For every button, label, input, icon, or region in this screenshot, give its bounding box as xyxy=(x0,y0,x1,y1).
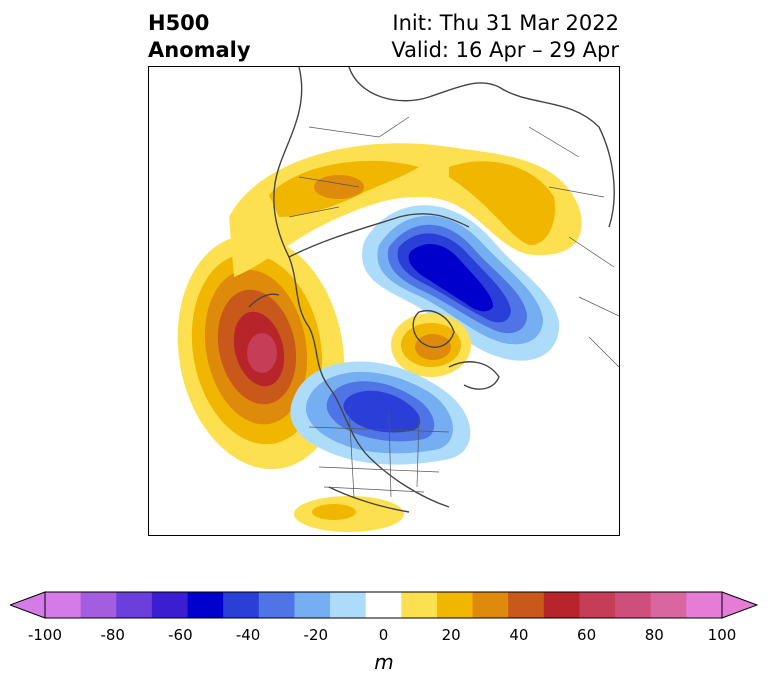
colorbar-tick-label: 60 xyxy=(577,626,597,644)
colorbar-segment xyxy=(615,592,652,618)
colorbar-tick-label: 20 xyxy=(441,626,461,644)
colorbar-extend-low xyxy=(10,591,46,619)
colorbar-segment xyxy=(543,592,580,618)
valid-range: Valid: 16 Apr – 29 Apr xyxy=(391,38,619,62)
colorbar-segment xyxy=(650,592,687,618)
colorbar-tick-label: -100 xyxy=(27,626,63,644)
title-right: Init: Thu 31 Mar 2022 Valid: 16 Apr – 29… xyxy=(391,10,619,64)
colorbar-segment xyxy=(330,592,367,618)
colorbar-segment xyxy=(472,592,509,618)
colorbar-tick-label: 100 xyxy=(707,626,737,644)
arctic-trough xyxy=(362,205,560,361)
map-panel xyxy=(148,66,620,536)
colorbar-segment xyxy=(45,592,82,618)
colorbar-tick-label: -40 xyxy=(235,626,261,644)
colorbar-tick-label: 40 xyxy=(509,626,529,644)
field-title: H500 xyxy=(148,11,210,35)
colorbar-extend-high xyxy=(721,591,758,619)
colorbar-segment xyxy=(258,592,295,618)
colorbar-segment xyxy=(223,592,260,618)
coastlines xyxy=(248,67,615,513)
colorbar-segment xyxy=(686,592,723,618)
colorbar-outline xyxy=(44,591,723,619)
colorbar-segment xyxy=(365,592,402,618)
colorbar xyxy=(10,591,758,619)
colorbar-segment xyxy=(80,592,117,618)
canada-trough xyxy=(290,361,471,465)
colorbar-segment xyxy=(436,592,474,618)
colorbar-tick-label: -20 xyxy=(303,626,329,644)
political-borders xyxy=(288,116,619,498)
colorbar-unit: m xyxy=(374,650,394,674)
init-date: Init: Thu 31 Mar 2022 xyxy=(392,11,619,35)
field-subtitle: Anomaly xyxy=(148,38,251,62)
pacific-ridge xyxy=(177,234,345,470)
colorbar-segments xyxy=(45,592,723,618)
colorbar-tick-label: -60 xyxy=(168,626,193,644)
colorbar-segment xyxy=(579,592,616,618)
south-us-ridge xyxy=(294,496,404,532)
colorbar-tick-label: 0 xyxy=(378,626,389,644)
title-left: H500 Anomaly xyxy=(148,10,251,64)
greenland-ridge xyxy=(391,313,471,377)
siberia-ridge xyxy=(229,143,582,277)
colorbar-segment xyxy=(187,592,224,618)
colorbar-segment xyxy=(116,592,153,618)
colorbar-segment xyxy=(401,592,438,618)
colorbar-tick-label: -80 xyxy=(100,626,125,644)
colorbar-segment xyxy=(151,592,189,618)
colorbar-segment xyxy=(294,592,331,618)
anomaly-map xyxy=(177,67,619,532)
colorbar-segment xyxy=(508,592,545,618)
colorbar-tick-label: 80 xyxy=(644,626,664,644)
